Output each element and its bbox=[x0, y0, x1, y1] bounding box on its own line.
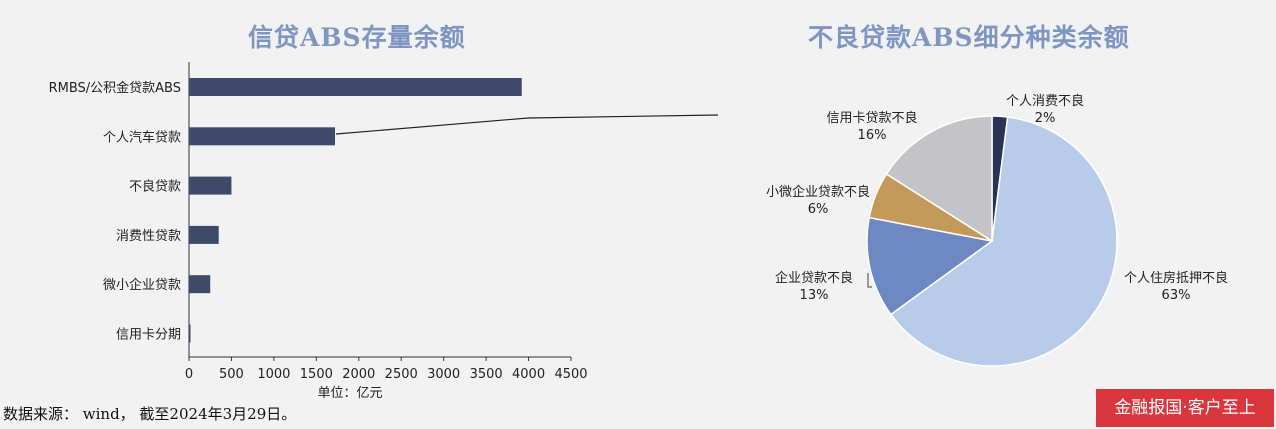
x-tick-label: 500 bbox=[219, 367, 244, 382]
bar-chart-title: 信贷ABS存量余额 bbox=[248, 23, 466, 52]
connector-line bbox=[527, 114, 719, 119]
category-label: 微小企业贷款 bbox=[103, 277, 181, 293]
connector-line bbox=[335, 117, 529, 135]
bar bbox=[189, 78, 522, 96]
data-source-note: 数据来源： wind， 截至2024年3月29日。 bbox=[3, 405, 297, 423]
x-tick-label: 4500 bbox=[554, 367, 587, 382]
slice-label: 信用卡贷款不良 bbox=[826, 110, 917, 126]
bar bbox=[189, 176, 232, 195]
pie-slice bbox=[866, 216, 994, 316]
category-label: 信用卡分期 bbox=[116, 328, 181, 343]
slice-percent: 16% bbox=[858, 128, 887, 143]
bar bbox=[189, 127, 336, 146]
bar bbox=[189, 275, 211, 294]
pie-chart: 个人消费不良 2% 个人住房抵押不良 63% 企业贷款不良 13% 小微企业贷款不良 6% 信用… bbox=[766, 93, 1228, 367]
slice-label: 个人消费不良 bbox=[1006, 93, 1084, 109]
slice-label: 个人住房抵押不良 bbox=[1124, 270, 1228, 286]
x-tick-label: 2500 bbox=[385, 367, 418, 382]
x-tick-label: 2000 bbox=[342, 367, 375, 382]
category-label: 消费性贷款 bbox=[116, 229, 181, 244]
slice-percent: 63% bbox=[1162, 288, 1191, 303]
leader-line bbox=[867, 273, 872, 288]
slice-percent: 6% bbox=[808, 202, 829, 217]
category-label: RMBS/公积金贷款ABS bbox=[49, 80, 181, 96]
pie-chart-title: 不良贷款ABS细分种类余额 bbox=[808, 23, 1130, 52]
x-tick-label: 1500 bbox=[300, 367, 333, 382]
slice-label: 小微企业贷款不良 bbox=[766, 184, 870, 200]
bar bbox=[189, 324, 191, 343]
category-label: 个人汽车贷款 bbox=[103, 129, 181, 145]
x-tick-label: 3000 bbox=[427, 367, 460, 382]
slice-percent: 2% bbox=[1035, 111, 1056, 126]
x-axis-label: 单位：亿元 bbox=[317, 386, 382, 401]
slice-percent: 13% bbox=[800, 288, 829, 303]
x-tick-label: 3500 bbox=[470, 367, 503, 382]
pie-slice bbox=[889, 116, 1118, 367]
slice-label: 企业贷款不良 bbox=[775, 270, 853, 286]
watermark-badge: 金融报国·客户至上 bbox=[1096, 389, 1274, 427]
x-tick-label: 0 bbox=[185, 367, 193, 382]
pie-slice bbox=[885, 115, 993, 243]
category-label: 不良贷款 bbox=[129, 179, 181, 195]
x-tick-label: 1000 bbox=[257, 367, 290, 382]
x-tick-label: 4000 bbox=[512, 367, 545, 382]
bar bbox=[189, 225, 219, 244]
